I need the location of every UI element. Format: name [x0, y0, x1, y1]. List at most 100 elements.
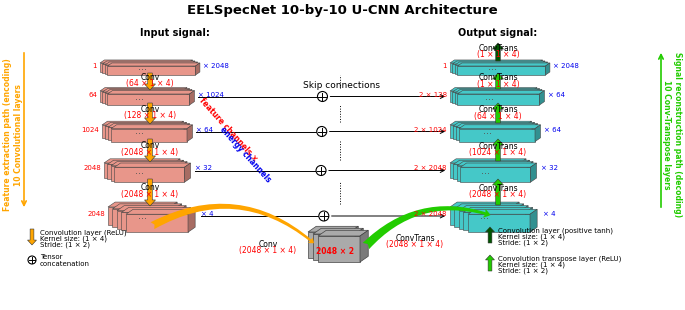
- Polygon shape: [456, 127, 532, 140]
- Polygon shape: [178, 121, 184, 138]
- Polygon shape: [117, 206, 186, 210]
- Polygon shape: [111, 166, 181, 181]
- Text: × 64: × 64: [197, 126, 214, 133]
- Polygon shape: [450, 63, 538, 72]
- Polygon shape: [527, 162, 533, 181]
- Polygon shape: [493, 73, 503, 89]
- Polygon shape: [453, 64, 540, 73]
- Polygon shape: [105, 90, 192, 93]
- Text: ...: ...: [483, 126, 492, 136]
- Text: ...: ...: [135, 91, 145, 101]
- Polygon shape: [108, 63, 200, 66]
- Polygon shape: [458, 66, 545, 75]
- Text: (1 × 1 × 4): (1 × 1 × 4): [477, 79, 519, 88]
- Polygon shape: [102, 125, 178, 138]
- Polygon shape: [111, 125, 192, 129]
- Polygon shape: [538, 60, 543, 72]
- Text: (1 × 1 × 4): (1 × 1 × 4): [477, 51, 519, 60]
- Text: ...: ...: [135, 166, 144, 175]
- Polygon shape: [493, 179, 503, 205]
- Text: × 1024: × 1024: [198, 92, 224, 98]
- Text: ...: ...: [485, 91, 495, 101]
- Polygon shape: [537, 90, 542, 104]
- Polygon shape: [105, 126, 181, 139]
- Polygon shape: [459, 206, 528, 210]
- Text: 2 × 1024: 2 × 1024: [414, 126, 447, 133]
- Polygon shape: [193, 62, 197, 74]
- Polygon shape: [318, 236, 360, 262]
- Polygon shape: [175, 204, 182, 227]
- Polygon shape: [455, 90, 542, 93]
- Text: × 4: × 4: [543, 210, 555, 216]
- Polygon shape: [184, 124, 190, 140]
- Text: ConvTrans: ConvTrans: [395, 234, 435, 243]
- Polygon shape: [108, 91, 195, 94]
- Polygon shape: [103, 92, 184, 103]
- Polygon shape: [457, 166, 527, 181]
- Polygon shape: [108, 124, 190, 127]
- Text: (2048 × 1 × 4): (2048 × 1 × 4): [240, 246, 297, 255]
- Text: Kernel size: (1 × 4): Kernel size: (1 × 4): [498, 262, 565, 268]
- Text: 2 × 2048: 2 × 2048: [414, 166, 447, 171]
- Text: Feature extraction path (encoding)
10 Convolutional layers: Feature extraction path (encoding) 10 Co…: [3, 59, 23, 211]
- Text: ...: ...: [138, 211, 147, 221]
- Polygon shape: [468, 214, 530, 232]
- Polygon shape: [450, 159, 526, 163]
- Polygon shape: [181, 162, 187, 181]
- Text: Convolution layer (positive tanh): Convolution layer (positive tanh): [498, 228, 613, 234]
- Text: × 32: × 32: [195, 166, 212, 171]
- Polygon shape: [105, 93, 187, 104]
- Text: (2048 × 1 × 4): (2048 × 1 × 4): [469, 191, 527, 200]
- Polygon shape: [453, 92, 534, 103]
- Text: Kernel size: (1 × 4): Kernel size: (1 × 4): [498, 234, 565, 240]
- Text: × 2048: × 2048: [553, 63, 580, 69]
- Text: (2048 × 1 × 4): (2048 × 1 × 4): [121, 190, 179, 199]
- Text: ConvTrans: ConvTrans: [478, 142, 518, 151]
- Polygon shape: [468, 209, 537, 214]
- Polygon shape: [532, 88, 537, 102]
- Polygon shape: [453, 164, 523, 179]
- Polygon shape: [453, 89, 540, 92]
- Polygon shape: [184, 89, 190, 103]
- Text: Skip connections: Skip connections: [303, 81, 380, 90]
- Polygon shape: [526, 121, 532, 138]
- Polygon shape: [534, 89, 540, 103]
- Text: ConvTrans: ConvTrans: [478, 73, 518, 82]
- Polygon shape: [458, 91, 545, 94]
- Polygon shape: [145, 73, 155, 90]
- Polygon shape: [145, 179, 155, 206]
- Text: ...: ...: [480, 211, 490, 221]
- Polygon shape: [456, 124, 538, 127]
- Polygon shape: [493, 139, 503, 161]
- Polygon shape: [453, 160, 530, 164]
- Polygon shape: [455, 62, 547, 65]
- Polygon shape: [521, 206, 528, 228]
- Circle shape: [28, 256, 36, 264]
- Polygon shape: [318, 230, 369, 236]
- Circle shape: [316, 166, 326, 175]
- Text: ...: ...: [135, 126, 144, 136]
- Text: × 4: × 4: [201, 210, 213, 216]
- Polygon shape: [459, 210, 521, 228]
- Polygon shape: [450, 91, 532, 102]
- Polygon shape: [145, 139, 155, 162]
- Polygon shape: [460, 167, 530, 182]
- Polygon shape: [486, 255, 495, 271]
- Text: 2048: 2048: [84, 166, 101, 171]
- Polygon shape: [188, 209, 195, 232]
- Text: 2048: 2048: [87, 210, 105, 216]
- Polygon shape: [350, 226, 358, 258]
- Polygon shape: [181, 122, 186, 139]
- Text: Conv: Conv: [140, 184, 160, 193]
- Polygon shape: [108, 127, 184, 140]
- Polygon shape: [105, 65, 193, 74]
- Polygon shape: [532, 124, 538, 140]
- Polygon shape: [450, 207, 512, 225]
- Text: ...: ...: [481, 166, 490, 175]
- Polygon shape: [103, 89, 190, 92]
- Text: Input signal:: Input signal:: [140, 28, 210, 38]
- Polygon shape: [184, 163, 190, 182]
- Polygon shape: [540, 91, 545, 105]
- Polygon shape: [450, 125, 526, 138]
- Polygon shape: [100, 88, 187, 91]
